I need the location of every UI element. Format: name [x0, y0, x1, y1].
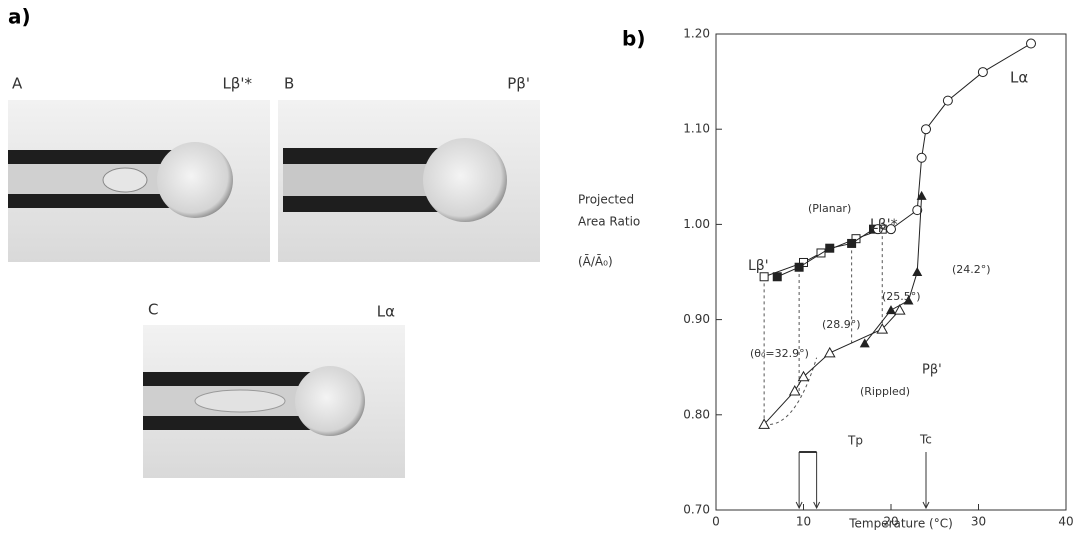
data-point: [790, 386, 800, 395]
phase-label: Lβ'*: [222, 75, 252, 93]
annotation: (θ₀=32.9°): [750, 347, 809, 360]
image-letter: B: [284, 75, 294, 93]
data-point: [912, 267, 922, 276]
data-point: [978, 68, 987, 77]
data-point: [895, 305, 905, 314]
data-point: [886, 305, 896, 314]
data-point: [922, 125, 931, 134]
annotation: (24.2°): [952, 263, 991, 276]
y-tick-label: 0.70: [683, 503, 710, 517]
image-letter: A: [12, 75, 23, 93]
y-tick-label: 1.20: [683, 27, 710, 41]
y-axis-label: (Ā/Ā₀): [578, 255, 613, 269]
x-tick-label: 10: [796, 515, 811, 529]
annotation: (Planar): [808, 202, 851, 215]
data-point: [826, 244, 834, 252]
figure: a) b)0102030400.700.800.901.001.101.20Te…: [0, 0, 1085, 532]
y-tick-label: 1.10: [683, 122, 710, 136]
y-axis-label: Area Ratio: [578, 215, 640, 229]
x-tick-label: 0: [712, 515, 720, 529]
data-point: [848, 239, 856, 247]
data-point: [825, 348, 835, 357]
micrograph-c: [143, 325, 405, 478]
image-letter: C: [148, 301, 158, 319]
phase-label: Lα: [377, 303, 395, 321]
data-point: [917, 153, 926, 162]
panel-label: b): [622, 27, 645, 51]
annotation: (25.5°): [882, 290, 921, 303]
series-line: [878, 44, 1031, 230]
data-point: [773, 273, 781, 281]
y-tick-label: 0.90: [683, 312, 710, 326]
data-point: [943, 96, 952, 105]
x-tick-label: 30: [971, 515, 986, 529]
annotation: Tp: [847, 434, 863, 448]
y-axis-label: Projected: [578, 193, 634, 207]
x-tick-label: 40: [1058, 515, 1073, 529]
annotation: (28.9°): [822, 318, 861, 331]
annotation: (Rippled): [860, 385, 910, 398]
annotation: Tc: [919, 433, 932, 447]
rippled-guide: [764, 358, 817, 425]
y-tick-label: 0.80: [683, 407, 710, 421]
micrograph-b: [278, 100, 540, 262]
annotation: Lβ': [748, 258, 769, 274]
x-axis-label: Temperature (°C): [848, 517, 953, 531]
annotation: Lβ'*: [870, 217, 898, 233]
data-point: [795, 263, 803, 271]
annotation: Lα: [1010, 69, 1028, 87]
annotation: Pβ': [922, 363, 942, 378]
micrograph-a: [8, 100, 270, 262]
panel-label: a): [8, 5, 31, 29]
phase-label: Pβ': [507, 75, 530, 93]
y-tick-label: 1.00: [683, 217, 710, 231]
data-point: [1027, 39, 1036, 48]
